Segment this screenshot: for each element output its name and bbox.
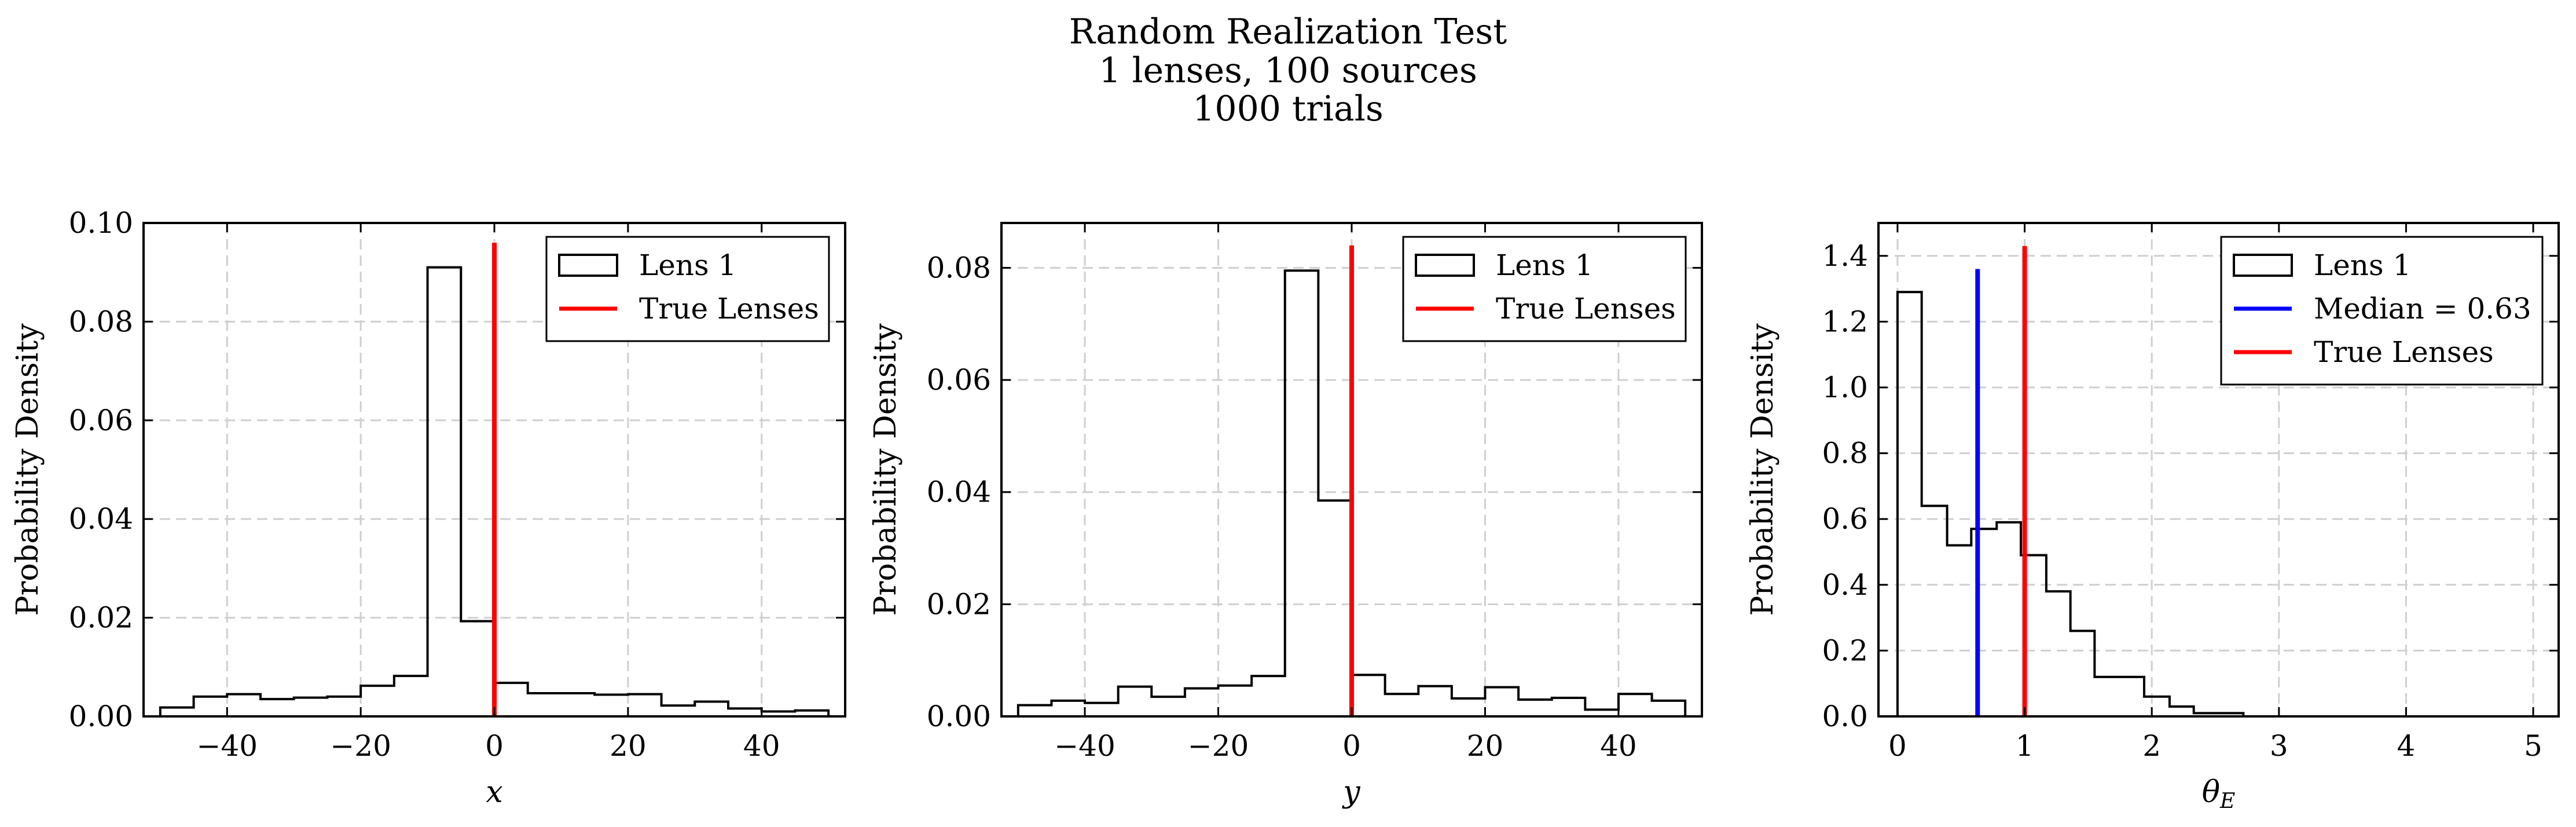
x-tick-label: −40	[197, 729, 258, 763]
x-tick-label: 40	[743, 729, 780, 763]
legend-swatch-patch	[1415, 254, 1475, 277]
y-tick-label: 0.08	[69, 305, 133, 338]
legend: Lens 1 True Lenses	[1402, 236, 1687, 342]
x-tick-label: 4	[2397, 729, 2416, 763]
y-axis-label: Probability Density	[868, 323, 903, 616]
legend: Lens 1 Median = 0.63 True Lenses	[2220, 236, 2544, 386]
y-tick-label: 0.00	[69, 700, 133, 733]
y-tick-label: 0.02	[927, 587, 991, 621]
x-axis-label: θE	[2202, 775, 2236, 813]
legend-label: Lens 1	[1496, 248, 1593, 282]
y-tick-label: 1.2	[1822, 305, 1868, 338]
legend-label: Lens 1	[639, 248, 736, 282]
legend-label: True Lenses	[2314, 335, 2494, 369]
y-tick-label: 0.06	[927, 363, 991, 397]
y-tick-label: 0.00	[927, 700, 991, 733]
x-tick-label: −40	[1054, 729, 1115, 763]
x-tick-label: 3	[2270, 729, 2288, 763]
y-tick-label: 0.0	[1822, 700, 1868, 733]
subplot-2: −40 −20 0 20 40 0.00 0.02 0.04 0.06 0.08 Probabili…	[868, 222, 1703, 810]
legend-label: Lens 1	[2314, 248, 2411, 282]
y-tick-label: 0.8	[1822, 437, 1868, 470]
y-tick-label: 0.6	[1822, 502, 1868, 536]
x-tick-label: 2	[2142, 729, 2161, 763]
axes-frame	[1877, 222, 2560, 718]
subplot-3: 0 1 2 3 4 5 0.0 0.2 0.4 0.6 0.8 1.0 1.2 1.4 Probabilit…	[1745, 222, 2560, 813]
title-line-2: 1 lenses, 100 sources	[1099, 50, 1477, 91]
y-tick-label: 1.4	[1822, 239, 1868, 273]
legend-swatch-patch	[2233, 254, 2293, 277]
title-line-1: Random Realization Test	[1069, 12, 1507, 52]
x-axis-label-subscript: E	[2219, 789, 2235, 813]
y-axis-label: Probability Density	[10, 323, 45, 616]
y-axis-label: Probability Density	[1745, 323, 1780, 616]
x-tick-label: 20	[610, 729, 647, 763]
y-tick-label: 0.04	[69, 502, 133, 536]
title-line-3: 1000 trials	[1192, 89, 1384, 129]
y-tick-label: 0.4	[1822, 568, 1868, 602]
x-tick-label: 0	[1342, 729, 1361, 763]
x-tick-label: 0	[1888, 729, 1907, 763]
x-tick-label: 40	[1600, 729, 1637, 763]
subplot-panels: −40 −20 0 20 400.000.020.040.060.080.10Proba…	[10, 206, 2560, 813]
y-tick-label: 0.2	[1822, 634, 1868, 667]
y-tick-label: 0.08	[927, 251, 991, 284]
x-axis-label-symbol: θ	[2202, 775, 2220, 810]
x-tick-label: 5	[2524, 729, 2542, 763]
histogram-series-1	[1896, 291, 2540, 716]
legend: Lens 1 True Lenses	[545, 236, 830, 342]
subplot-1: −40 −20 0 20 40 0.00 0.02 0.04 0.06 0.08 0.10 Proba…	[10, 206, 846, 810]
x-axis-label: y	[1342, 775, 1360, 810]
y-tick-label: 0.02	[69, 601, 133, 635]
figure-title: Random Realization Test 1 lenses, 100 so…	[1069, 12, 1507, 129]
legend-label: Median = 0.63	[2314, 292, 2531, 325]
y-tick-label: 0.04	[927, 475, 991, 509]
x-axis-label: x	[486, 775, 502, 810]
x-tick-label: 20	[1467, 729, 1504, 763]
legend-swatch-patch	[558, 254, 618, 277]
x-tick-label: −20	[1188, 729, 1249, 763]
legend-label: True Lenses	[639, 292, 819, 325]
y-tick-label: 1.0	[1822, 371, 1868, 404]
y-tick-label: 0.06	[69, 404, 133, 437]
y-tick-label: 0.10	[69, 206, 133, 240]
x-tick-label: 1	[2016, 729, 2034, 763]
x-tick-label: 0	[485, 729, 504, 763]
x-tick-label: −20	[330, 729, 391, 763]
legend-label: True Lenses	[1496, 292, 1676, 325]
